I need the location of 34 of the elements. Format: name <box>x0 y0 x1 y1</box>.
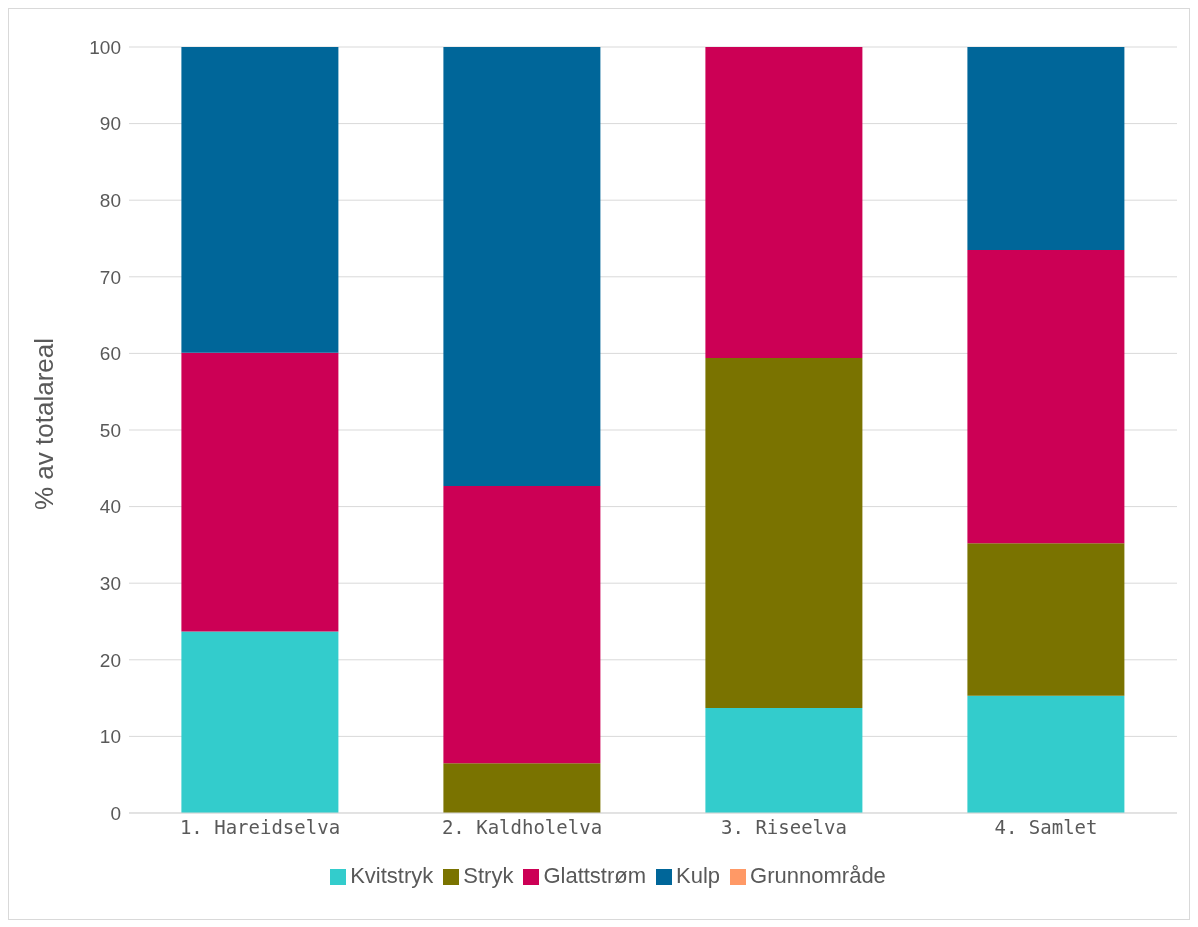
legend-label: Kvitstryk <box>350 863 434 888</box>
x-tick-label: 4. Samlet <box>994 816 1098 839</box>
y-tick-label: 50 <box>99 419 121 441</box>
bar <box>967 47 1125 250</box>
x-tick-label: 3. Riseelva <box>721 816 847 839</box>
bar <box>181 352 339 632</box>
y-axis-title: % av totalareal <box>29 338 60 510</box>
x-tick-label: 2. Kaldholelva <box>441 816 603 839</box>
bar <box>181 631 339 813</box>
y-tick-label: 60 <box>99 343 121 365</box>
y-tick-label: 100 <box>89 36 121 58</box>
y-tick-label: 80 <box>99 189 121 211</box>
bar <box>705 708 863 813</box>
bar <box>967 695 1125 813</box>
y-tick-label: 10 <box>99 726 121 748</box>
y-tick-label: 90 <box>99 113 121 135</box>
bar <box>443 47 601 486</box>
legend-label: Kulp <box>676 863 721 888</box>
legend-label: Stryk <box>463 863 514 888</box>
bar <box>705 358 863 709</box>
x-tick-label: 1. Hareidselva <box>179 816 341 839</box>
y-tick-label: 70 <box>99 266 121 288</box>
bar <box>443 485 601 764</box>
bar <box>443 763 601 813</box>
bar <box>181 47 339 353</box>
y-tick-label: 40 <box>99 496 121 518</box>
legend-label: Glattstrøm <box>543 863 647 888</box>
bar <box>967 249 1125 544</box>
legend-label: Grunnområde <box>750 863 886 888</box>
bar <box>705 47 863 358</box>
y-tick-label: 20 <box>99 649 121 671</box>
bar <box>967 543 1125 696</box>
y-tick-label: 30 <box>99 572 121 594</box>
y-tick-label: 0 <box>110 802 121 824</box>
